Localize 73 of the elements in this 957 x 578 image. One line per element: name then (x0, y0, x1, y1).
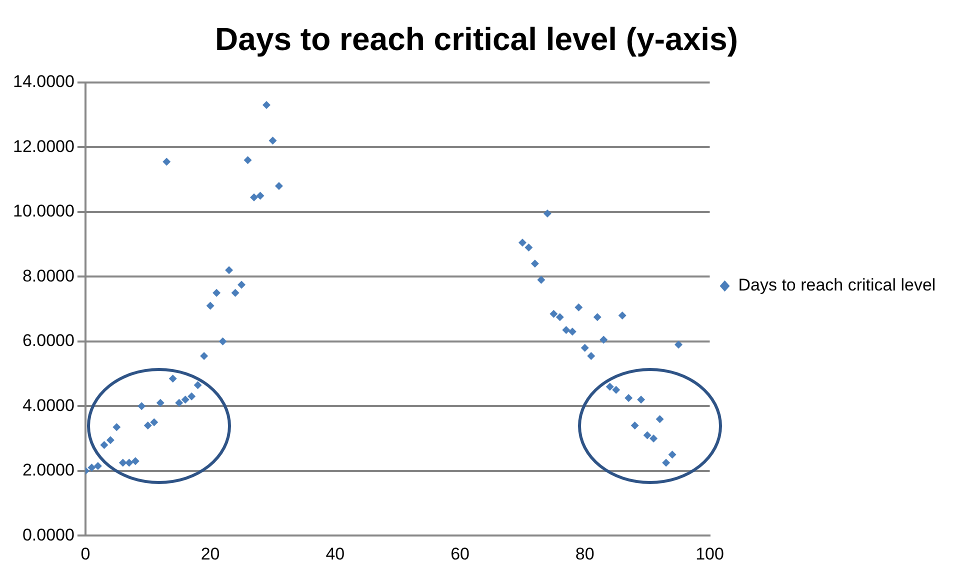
point (162, 158, 171, 166)
point (138, 402, 146, 410)
point (630, 422, 639, 430)
x-tick-label: 40 (326, 544, 345, 564)
point (530, 260, 539, 268)
chart-title: Days to reach critical level (y-axis) (215, 21, 738, 58)
point (580, 344, 589, 352)
y-tick-label: 14.0000 (13, 72, 74, 92)
x-tick-label: 60 (450, 544, 470, 564)
point (662, 458, 670, 467)
y-tick-label: 0.0000 (22, 525, 74, 544)
point (618, 311, 626, 320)
point (150, 418, 158, 426)
point (250, 193, 258, 202)
point (624, 394, 633, 402)
point (118, 458, 127, 467)
point (524, 243, 533, 252)
point (550, 310, 558, 318)
point (225, 266, 234, 274)
point (125, 458, 134, 467)
x-tick-label: 100 (696, 544, 724, 564)
point (643, 431, 652, 440)
point (144, 422, 152, 430)
point (231, 288, 240, 297)
point (175, 398, 184, 407)
point (600, 336, 608, 344)
y-tick-label: 8.0000 (22, 266, 74, 286)
point (218, 337, 227, 346)
y-tick-label: 6.0000 (22, 331, 74, 350)
point (212, 288, 221, 297)
point (562, 326, 570, 334)
x-tick-label: 20 (200, 544, 220, 564)
point (106, 436, 114, 444)
point (256, 192, 264, 200)
x-tick-label: 80 (575, 544, 594, 564)
point (274, 182, 283, 190)
point (188, 392, 196, 400)
point (131, 457, 140, 466)
point (556, 313, 564, 322)
y-tick-label: 12.0000 (13, 136, 74, 156)
legend-label: Days to reach critical level (738, 276, 936, 295)
point (238, 280, 246, 289)
point (568, 328, 576, 336)
point (156, 398, 164, 407)
point (200, 352, 208, 360)
point (88, 464, 96, 472)
point (181, 396, 190, 404)
x-tick-label: 0 (80, 544, 90, 564)
point (194, 381, 202, 390)
point (637, 396, 646, 404)
point (94, 462, 102, 470)
point (606, 382, 614, 391)
y-tick-label: 2.0000 (22, 460, 74, 480)
point (262, 101, 270, 110)
y-tick-label: 4.0000 (22, 396, 74, 415)
point (587, 352, 596, 360)
y-tick-label: 10.0000 (13, 202, 74, 221)
point (650, 434, 658, 442)
point (668, 450, 676, 459)
point (537, 276, 546, 284)
point (574, 303, 583, 312)
point (244, 156, 252, 164)
point (206, 302, 214, 310)
point (518, 238, 526, 247)
point (674, 340, 683, 349)
point (593, 313, 602, 322)
point (268, 136, 277, 145)
point (100, 440, 108, 449)
point (612, 386, 620, 394)
point (543, 210, 552, 218)
point (168, 374, 177, 383)
point (656, 415, 664, 424)
point (112, 423, 121, 432)
